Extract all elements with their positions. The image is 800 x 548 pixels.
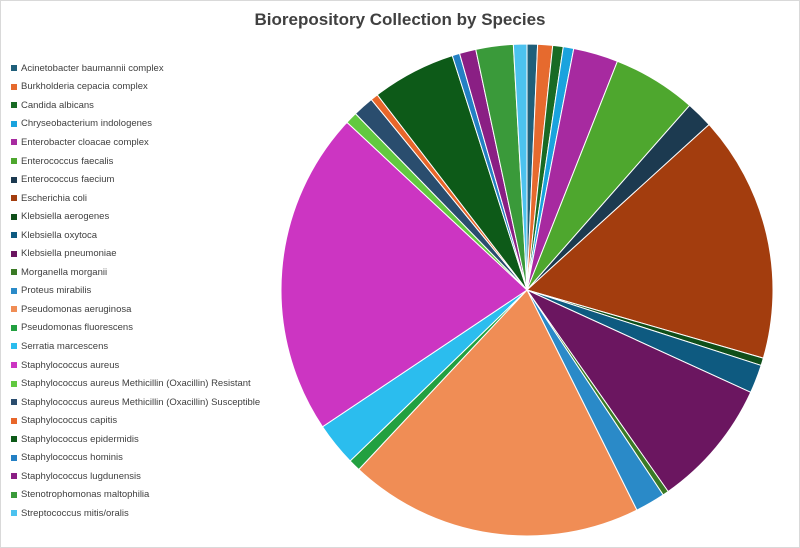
legend-swatch bbox=[11, 380, 17, 387]
legend-label: Klebsiella pneumoniae bbox=[21, 248, 117, 260]
legend-item: Morganella morganii bbox=[11, 263, 260, 282]
legend-item: Staphylococcus capitis bbox=[11, 411, 260, 430]
legend-swatch bbox=[11, 232, 17, 239]
legend-label: Morganella morganii bbox=[21, 266, 108, 278]
pie-slice bbox=[358, 289, 638, 537]
legend-swatch bbox=[11, 473, 17, 480]
legend-label: Serratia marcescens bbox=[21, 340, 109, 352]
legend-item: Staphylococcus aureus Methicillin (Oxaci… bbox=[11, 393, 260, 412]
legend-label: Staphylococcus capitis bbox=[21, 415, 118, 427]
legend-swatch bbox=[11, 491, 17, 498]
legend-label: Staphylococcus aureus Methicillin (Oxaci… bbox=[21, 378, 251, 390]
legend-label: Streptococcus mitis/oralis bbox=[21, 507, 129, 519]
pie-slice bbox=[525, 288, 752, 493]
legend-swatch bbox=[11, 176, 17, 183]
legend-label: Klebsiella aerogenes bbox=[21, 211, 110, 223]
pie-slice bbox=[526, 123, 774, 359]
pie-slice bbox=[280, 121, 528, 428]
legend-label: Proteus mirabilis bbox=[21, 285, 92, 297]
legend-swatch bbox=[11, 213, 17, 220]
legend-label: Staphylococcus hominis bbox=[21, 452, 123, 464]
legend-item: Streptococcus mitis/oralis bbox=[11, 504, 260, 523]
legend-label: Candida albicans bbox=[21, 99, 94, 111]
legend-label: Enterobacter cloacae complex bbox=[21, 136, 149, 148]
legend-item: Pseudomonas aeruginosa bbox=[11, 300, 260, 319]
legend-swatch bbox=[11, 102, 17, 109]
legend-item: Chryseobacterium indologenes bbox=[11, 115, 260, 134]
legend-swatch bbox=[11, 158, 17, 164]
legend-swatch bbox=[11, 417, 17, 424]
legend-swatch bbox=[11, 362, 17, 369]
legend-label: Enterococcus faecalis bbox=[21, 155, 114, 167]
legend-swatch bbox=[11, 287, 17, 294]
legend-item: Staphylococcus hominis bbox=[11, 448, 260, 467]
legend-item: Klebsiella aerogenes bbox=[11, 207, 260, 226]
legend-label: Enterococcus faecium bbox=[21, 174, 115, 186]
legend-label: Staphylococcus lugdunensis bbox=[21, 470, 141, 482]
legend-item: Staphylococcus aureus bbox=[11, 356, 260, 375]
legend-swatch bbox=[11, 454, 17, 461]
legend-item: Enterococcus faecalis bbox=[11, 152, 260, 171]
legend-item: Burkholderia cepacia complex bbox=[11, 78, 260, 97]
legend-label: Pseudomonas fluorescens bbox=[21, 322, 133, 334]
legend-swatch bbox=[11, 324, 17, 331]
legend-label: Chryseobacterium indologenes bbox=[21, 118, 152, 130]
legend-label: Escherichia coli bbox=[21, 192, 87, 204]
legend-item: Acinetobacter baumannii complex bbox=[11, 59, 260, 78]
legend-swatch bbox=[11, 436, 17, 443]
legend-swatch bbox=[11, 269, 17, 276]
legend-item: Klebsiella oxytoca bbox=[11, 226, 260, 245]
legend-label: Staphylococcus aureus Methicillin (Oxaci… bbox=[21, 396, 261, 408]
chart-title: Biorepository Collection by Species bbox=[254, 10, 546, 29]
legend-label: Staphylococcus aureus bbox=[21, 359, 120, 371]
legend-swatch bbox=[11, 510, 17, 517]
legend-swatch bbox=[11, 120, 17, 127]
legend-item: Stenotrophomonas maltophilia bbox=[11, 486, 260, 505]
legend-swatch bbox=[11, 399, 17, 406]
legend-label: Staphylococcus epidermidis bbox=[21, 433, 139, 445]
legend-label: Stenotrophomonas maltophilia bbox=[21, 489, 150, 501]
legend-swatch bbox=[11, 65, 17, 72]
legend-swatch bbox=[11, 195, 17, 202]
legend-item: Staphylococcus lugdunensis bbox=[11, 467, 260, 486]
legend-swatch bbox=[11, 83, 17, 90]
pie-slice bbox=[512, 43, 528, 291]
legend-swatch bbox=[11, 139, 17, 146]
legend-label: Burkholderia cepacia complex bbox=[21, 81, 148, 93]
legend-label: Acinetobacter baumannii complex bbox=[21, 62, 164, 74]
legend-item: Candida albicans bbox=[11, 96, 260, 115]
legend-item: Klebsiella pneumoniae bbox=[11, 244, 260, 263]
legend-item: Serratia marcescens bbox=[11, 337, 260, 356]
legend-item: Staphylococcus aureus Methicillin (Oxaci… bbox=[11, 374, 260, 393]
legend-label: Klebsiella oxytoca bbox=[21, 229, 98, 241]
legend-swatch bbox=[11, 250, 17, 257]
legend: Acinetobacter baumannii complex Burkholde… bbox=[11, 59, 260, 523]
legend-label: Pseudomonas aeruginosa bbox=[21, 303, 132, 315]
legend-swatch bbox=[11, 306, 17, 313]
legend-item: Pseudomonas fluorescens bbox=[11, 319, 260, 338]
legend-item: Proteus mirabilis bbox=[11, 282, 260, 301]
legend-item: Enterococcus faecium bbox=[11, 170, 260, 189]
legend-swatch bbox=[11, 343, 17, 350]
legend-item: Staphylococcus epidermidis bbox=[11, 430, 260, 449]
legend-item: Escherichia coli bbox=[11, 189, 260, 208]
legend-item: Enterobacter cloacae complex bbox=[11, 133, 260, 152]
